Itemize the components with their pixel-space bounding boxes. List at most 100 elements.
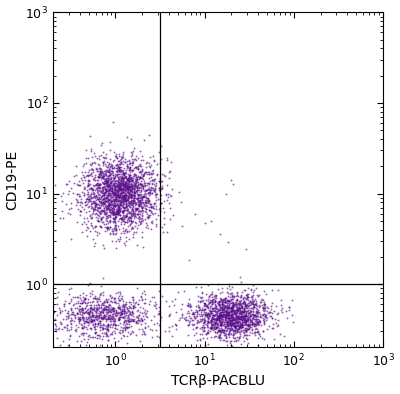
Point — [98, 169, 104, 175]
Point — [107, 196, 113, 203]
Point — [92, 240, 98, 247]
Point — [252, 312, 258, 319]
Point — [194, 310, 201, 317]
Point — [134, 211, 141, 217]
Point — [119, 173, 126, 180]
Point — [228, 308, 234, 314]
Point — [116, 208, 123, 214]
Point — [97, 223, 103, 229]
Point — [122, 190, 128, 197]
Point — [246, 331, 252, 338]
Point — [230, 307, 236, 313]
Point — [279, 305, 286, 311]
Point — [91, 320, 98, 327]
Point — [95, 168, 102, 174]
Point — [218, 327, 224, 333]
Point — [56, 310, 63, 316]
Point — [120, 160, 126, 167]
Point — [226, 302, 232, 308]
Point — [96, 313, 102, 320]
Point — [92, 334, 98, 340]
Point — [112, 195, 118, 202]
Point — [241, 313, 248, 319]
Point — [81, 300, 88, 306]
Point — [123, 340, 130, 346]
Point — [135, 191, 141, 197]
Point — [125, 191, 132, 197]
Point — [233, 310, 240, 316]
Point — [100, 314, 106, 320]
Point — [223, 326, 230, 333]
Point — [102, 180, 108, 186]
Point — [250, 292, 256, 298]
Point — [164, 181, 170, 188]
Point — [232, 323, 238, 329]
Point — [116, 181, 122, 188]
Point — [150, 177, 156, 183]
Point — [118, 314, 124, 320]
Point — [122, 187, 128, 193]
Point — [201, 325, 207, 331]
Point — [246, 300, 253, 306]
Point — [136, 149, 143, 155]
Point — [120, 177, 126, 184]
Point — [93, 316, 99, 322]
Point — [126, 184, 133, 190]
Point — [79, 307, 86, 314]
Point — [128, 167, 135, 173]
Point — [233, 304, 239, 310]
Point — [102, 179, 109, 186]
Point — [94, 168, 100, 174]
Point — [240, 327, 247, 333]
Point — [100, 207, 106, 213]
Point — [88, 186, 94, 192]
Point — [205, 298, 211, 304]
Point — [242, 327, 249, 333]
Point — [146, 199, 152, 206]
Point — [107, 156, 113, 162]
Point — [245, 316, 251, 323]
Point — [112, 213, 119, 219]
Point — [119, 303, 126, 310]
Point — [127, 214, 134, 220]
Point — [210, 306, 216, 312]
Point — [104, 181, 110, 188]
Point — [236, 319, 243, 325]
Point — [220, 332, 227, 338]
Point — [128, 149, 135, 155]
Point — [106, 201, 113, 207]
Point — [110, 172, 116, 178]
Point — [111, 181, 118, 188]
Point — [120, 319, 127, 325]
Point — [76, 316, 83, 322]
Point — [132, 180, 139, 187]
Point — [138, 220, 144, 226]
Point — [40, 300, 46, 307]
Point — [221, 319, 228, 325]
Point — [252, 326, 259, 332]
Point — [104, 325, 110, 332]
Point — [123, 183, 130, 190]
Point — [240, 294, 247, 300]
Point — [100, 159, 107, 165]
Point — [204, 318, 211, 325]
Point — [255, 309, 262, 315]
Point — [113, 309, 119, 316]
Point — [126, 199, 132, 205]
Point — [66, 286, 72, 292]
Point — [110, 196, 116, 203]
Point — [122, 320, 129, 326]
Point — [205, 314, 212, 320]
Point — [138, 187, 144, 193]
Point — [147, 164, 153, 170]
Point — [140, 173, 146, 179]
Point — [126, 227, 132, 234]
Point — [98, 304, 104, 310]
Point — [121, 193, 127, 199]
Point — [74, 310, 80, 316]
Point — [106, 186, 112, 192]
Point — [230, 344, 236, 351]
Point — [152, 190, 158, 196]
Point — [110, 205, 116, 212]
Point — [212, 320, 219, 326]
